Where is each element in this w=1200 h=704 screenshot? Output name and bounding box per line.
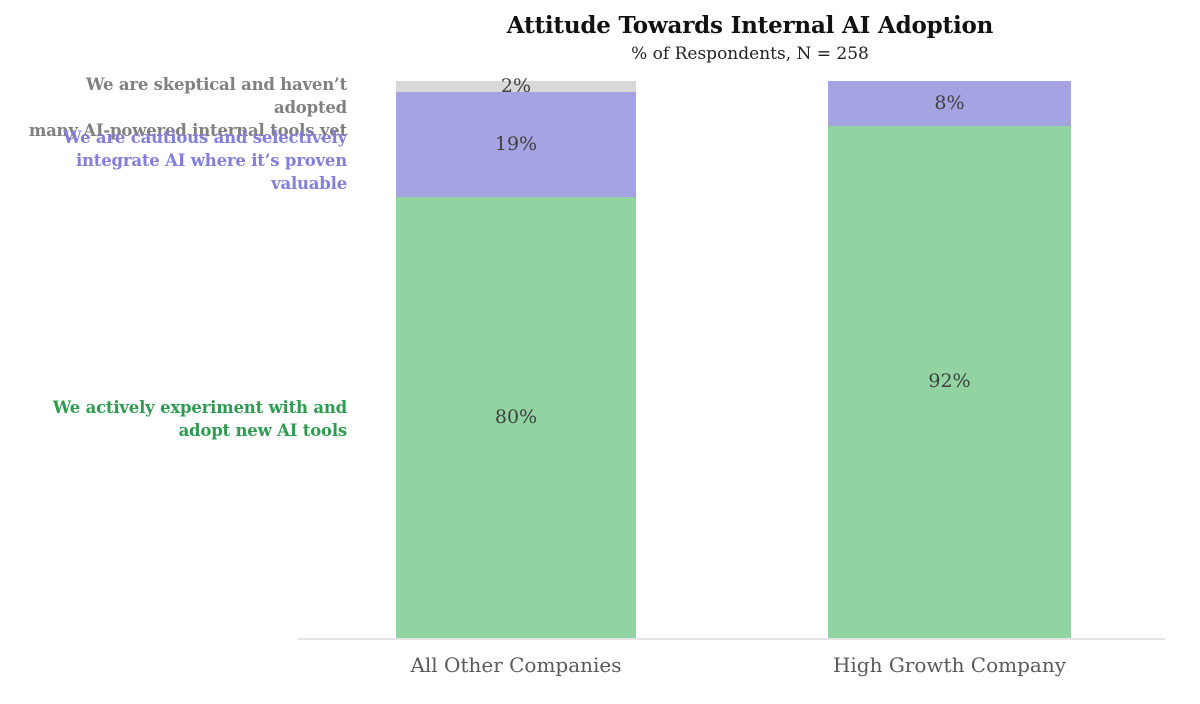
segment-value-label: 8% bbox=[934, 91, 965, 114]
series-label-skeptical: We are skeptical and haven’t adopted man… bbox=[25, 73, 347, 142]
x-axis-label-all-other-companies: All Other Companies bbox=[410, 653, 622, 677]
series-label-line: many AI-powered internal tools yet bbox=[28, 121, 347, 140]
series-label-line: We are cautious and selectively bbox=[63, 128, 347, 147]
bar-high-growth-company: 8% 92% bbox=[828, 81, 1071, 638]
series-label-cautious: We are cautious and selectively integrat… bbox=[25, 126, 347, 195]
series-label-line: We actively experiment with and bbox=[52, 398, 347, 417]
chart-title: Attitude Towards Internal AI Adoption bbox=[506, 12, 994, 39]
segment-active-high-growth: 92% bbox=[828, 125, 1071, 638]
segment-value-label: 2% bbox=[500, 75, 532, 98]
segment-active-all-other: 80% bbox=[396, 196, 636, 638]
series-label-active: We actively experiment with and adopt ne… bbox=[25, 396, 347, 442]
segment-value-label: 80% bbox=[494, 405, 538, 428]
series-label-line: integrate AI where it’s proven valuable bbox=[75, 151, 347, 193]
segment-cautious-high-growth: 8% bbox=[828, 81, 1071, 126]
segment-skeptical-all-other: 2% bbox=[396, 77, 636, 96]
x-axis-label-high-growth-company: High Growth Company bbox=[832, 653, 1067, 677]
bar-all-other-companies: 2% 19% 80% bbox=[396, 77, 636, 638]
segment-cautious-all-other: 19% bbox=[396, 92, 636, 197]
chart-subtitle: % of Respondents, N = 258 bbox=[631, 44, 869, 64]
series-label-line: adopt new AI tools bbox=[178, 421, 348, 440]
segment-value-label: 92% bbox=[928, 370, 971, 393]
segment-value-label: 19% bbox=[494, 132, 538, 155]
x-axis-line bbox=[298, 638, 1165, 640]
series-label-line: We are skeptical and haven’t adopted bbox=[86, 75, 347, 117]
